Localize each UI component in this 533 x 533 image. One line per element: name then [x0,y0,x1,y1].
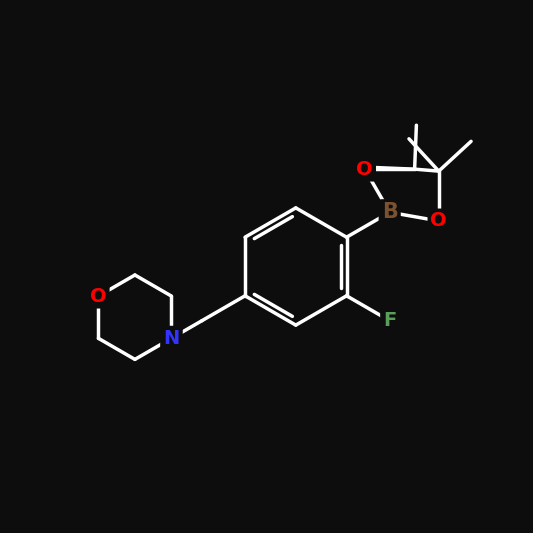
Text: O: O [357,160,373,179]
Text: F: F [383,311,397,330]
Text: O: O [90,287,107,305]
Text: O: O [431,212,447,230]
Text: B: B [382,203,398,222]
Text: N: N [163,329,180,348]
Text: N: N [163,329,180,348]
